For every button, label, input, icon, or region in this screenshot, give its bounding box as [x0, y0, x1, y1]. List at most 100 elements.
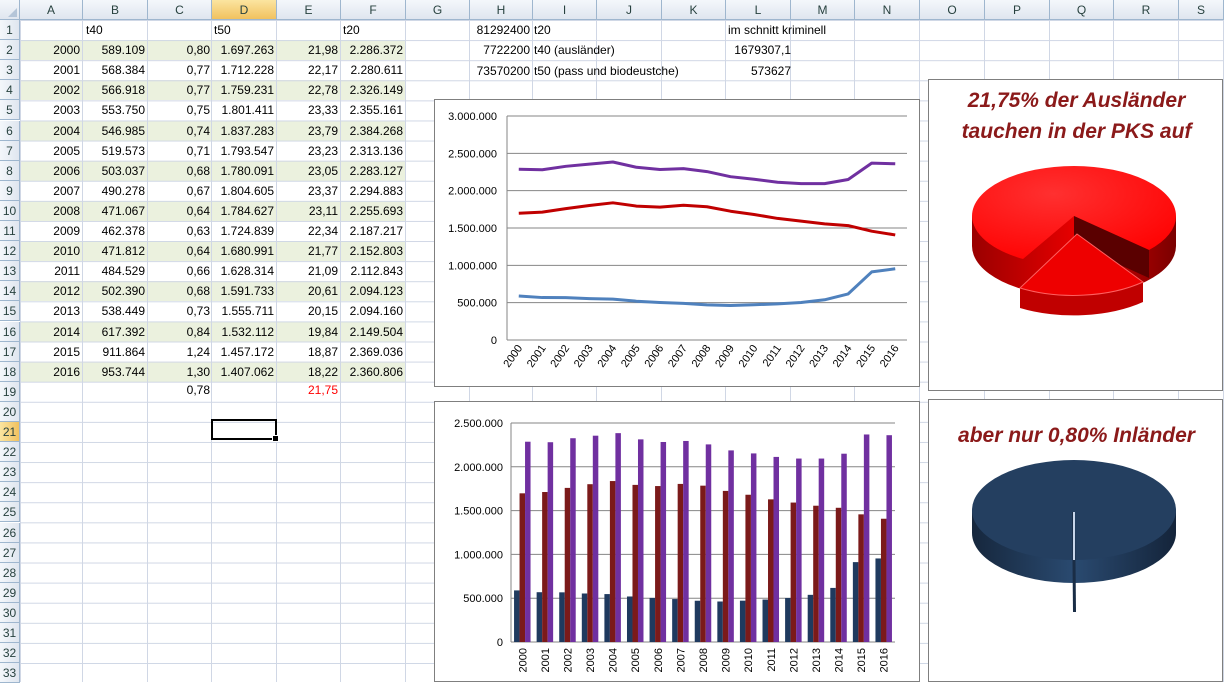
cell-e3[interactable]: 22,17 [307, 63, 338, 78]
row-header-16[interactable]: 16 [0, 321, 20, 342]
cell-f7[interactable]: 2.313.136 [349, 143, 403, 158]
cell-b8[interactable]: 503.037 [101, 163, 145, 178]
pie-chart-inlaender[interactable]: aber nur 0,80% Inländer [928, 399, 1223, 682]
cell-d4[interactable]: 1.759.231 [220, 83, 274, 98]
column-header-m[interactable]: M [791, 0, 855, 20]
column-header-o[interactable]: O [920, 0, 985, 20]
cell-c4[interactable]: 0,77 [186, 83, 210, 98]
cell-e18[interactable]: 18,22 [307, 364, 338, 379]
cell-c11[interactable]: 0,63 [186, 224, 210, 238]
cell-e19[interactable]: 21,75 [307, 383, 338, 397]
row-header-13[interactable]: 13 [0, 261, 20, 282]
cell-c9[interactable]: 0,67 [186, 183, 210, 198]
cell-b17[interactable]: 911.864 [102, 344, 146, 359]
column-header-a[interactable]: A [20, 0, 83, 20]
cell-b14[interactable]: 502.390 [101, 284, 145, 299]
cell-i3[interactable]: t50 (pass und biodeustche) [534, 64, 679, 78]
row-header-31[interactable]: 31 [0, 623, 20, 644]
cell-a15[interactable]: 2013 [53, 304, 80, 319]
cell-f6[interactable]: 2.384.268 [349, 123, 403, 138]
cell-l1[interactable]: im schnitt kriminell [728, 23, 827, 37]
cell-b16[interactable]: 617.392 [101, 324, 145, 339]
row-header-15[interactable]: 15 [0, 301, 20, 322]
cell-a8[interactable]: 2006 [53, 163, 80, 178]
cell-h3[interactable]: 73570200 [476, 64, 530, 78]
cell-f10[interactable]: 2.255.693 [349, 203, 403, 218]
cell-f5[interactable]: 2.355.161 [349, 103, 403, 118]
cell-d3[interactable]: 1.712.228 [220, 63, 274, 78]
cell-f3[interactable]: 2.280.611 [350, 63, 404, 78]
cell-d5[interactable]: 1.801.411 [221, 103, 275, 118]
row-header-14[interactable]: 14 [0, 281, 20, 302]
cell-a17[interactable]: 2015 [53, 344, 80, 359]
cell-a4[interactable]: 2002 [53, 83, 80, 98]
row-header-18[interactable]: 18 [0, 361, 20, 382]
cell-c8[interactable]: 0,68 [186, 163, 210, 178]
row-header-24[interactable]: 24 [0, 482, 20, 503]
row-header-12[interactable]: 12 [0, 241, 20, 262]
cell-e13[interactable]: 21,09 [307, 264, 338, 279]
cell-a13[interactable]: 2011 [54, 264, 80, 279]
column-header-k[interactable]: K [662, 0, 726, 20]
cell-c14[interactable]: 0,68 [186, 284, 210, 299]
cell-e6[interactable]: 23,79 [307, 123, 338, 138]
column-header-q[interactable]: Q [1050, 0, 1114, 20]
cell-f12[interactable]: 2.152.803 [349, 244, 403, 259]
cell-d2[interactable]: 1.697.263 [220, 43, 274, 58]
bar-chart[interactable]: 0 500.000 1.000.000 1.500.000 2.000.000 2.500… [434, 401, 920, 682]
cell-a5[interactable]: 2003 [53, 103, 80, 118]
cell-f13[interactable]: 2.112.843 [350, 264, 404, 279]
column-header-b[interactable]: B [83, 0, 148, 20]
cell-a7[interactable]: 2005 [53, 143, 80, 158]
active-cell-d21[interactable] [211, 419, 279, 442]
column-header-c[interactable]: C [148, 0, 212, 20]
cell-f1[interactable]: t20 [343, 23, 360, 37]
cell-e12[interactable]: 21,77 [307, 244, 338, 259]
column-header-f[interactable]: F [341, 0, 406, 20]
cell-f8[interactable]: 2.283.127 [349, 163, 403, 178]
cell-c12[interactable]: 0,64 [186, 244, 210, 259]
row-header-6[interactable]: 6 [0, 120, 20, 141]
cell-b6[interactable]: 546.985 [101, 123, 145, 138]
cell-f15[interactable]: 2.094.160 [349, 304, 403, 319]
cell-a10[interactable]: 2008 [53, 203, 80, 218]
row-header-5[interactable]: 5 [0, 100, 20, 121]
cell-f11[interactable]: 2.187.217 [349, 224, 403, 238]
cell-i2[interactable]: t40 (ausländer) [534, 43, 615, 57]
row-header-19[interactable]: 19 [0, 381, 20, 402]
row-header-11[interactable]: 11 [0, 221, 20, 242]
row-header-23[interactable]: 23 [0, 462, 20, 483]
cell-e7[interactable]: 23,23 [307, 143, 338, 158]
row-header-1[interactable]: 1 [0, 20, 20, 41]
column-header-i[interactable]: I [533, 0, 597, 20]
cell-f14[interactable]: 2.094.123 [349, 284, 403, 299]
row-header-33[interactable]: 33 [0, 663, 20, 683]
cell-b18[interactable]: 953.744 [101, 364, 145, 379]
cell-f16[interactable]: 2.149.504 [349, 324, 403, 339]
row-header-26[interactable]: 26 [0, 522, 20, 543]
row-header-27[interactable]: 27 [0, 542, 20, 563]
cell-b4[interactable]: 566.918 [101, 83, 145, 98]
cell-e9[interactable]: 23,37 [307, 183, 338, 198]
cell-d12[interactable]: 1.680.991 [220, 244, 274, 259]
cell-e11[interactable]: 22,34 [307, 224, 338, 238]
cell-d8[interactable]: 1.780.091 [220, 163, 274, 178]
row-header-2[interactable]: 2 [0, 40, 20, 61]
cell-e10[interactable]: 23,11 [308, 203, 338, 218]
cell-b11[interactable]: 462.378 [101, 224, 145, 238]
cell-e14[interactable]: 20,61 [307, 284, 338, 299]
column-header-e[interactable]: E [277, 0, 341, 20]
cell-d6[interactable]: 1.837.283 [220, 123, 274, 138]
cell-a11[interactable]: 2009 [53, 224, 80, 238]
cell-e5[interactable]: 23,33 [307, 103, 338, 118]
cell-b10[interactable]: 471.067 [101, 203, 145, 218]
cell-f2[interactable]: 2.286.372 [349, 43, 403, 58]
pie-chart-auslaender[interactable]: 21,75% der Ausländer tauchen in der PKS … [928, 79, 1223, 391]
cell-c10[interactable]: 0,64 [186, 203, 210, 218]
cell-c6[interactable]: 0,74 [186, 123, 210, 138]
cell-e15[interactable]: 20,15 [307, 304, 338, 319]
cell-a9[interactable]: 2007 [53, 183, 80, 198]
cell-d15[interactable]: 1.555.711 [221, 304, 275, 319]
cell-l2[interactable]: 1679307,1 [734, 43, 791, 57]
cell-d16[interactable]: 1.532.112 [221, 324, 275, 339]
